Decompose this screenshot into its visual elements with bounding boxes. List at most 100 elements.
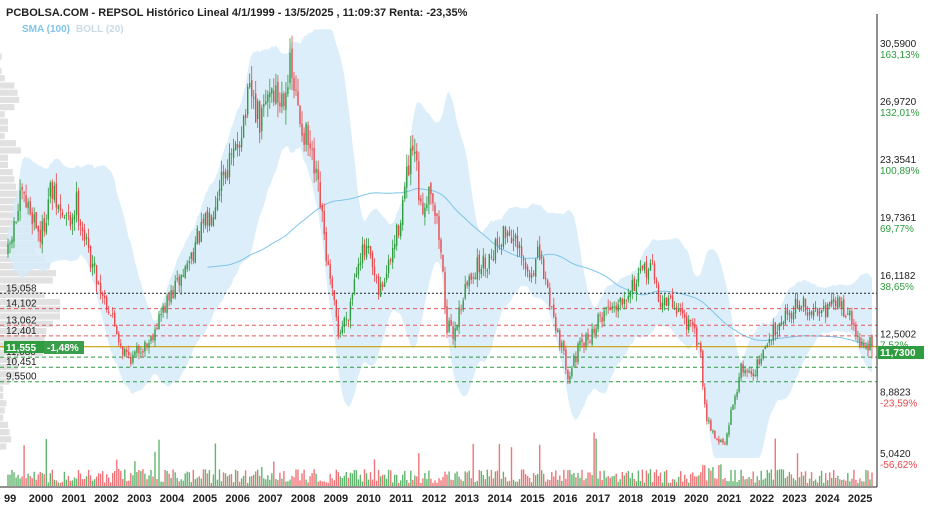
volume-bar — [563, 469, 565, 486]
volume-bar — [13, 472, 15, 486]
volume-bar — [162, 481, 164, 486]
volume-bar — [510, 447, 513, 486]
volume-bar — [287, 481, 289, 486]
volume-bar — [269, 479, 271, 486]
candle-body — [553, 304, 555, 317]
volume-bar — [297, 469, 299, 486]
legend-sma[interactable]: SMA (100) — [22, 24, 70, 35]
volume-bar — [196, 477, 198, 486]
volume-bar — [61, 481, 64, 486]
last-price-tag-bg — [878, 346, 924, 359]
candle-body — [400, 222, 402, 237]
candlesticks — [7, 35, 873, 446]
candle-body — [222, 171, 225, 176]
volume-bar — [633, 479, 635, 486]
volume-bar — [402, 474, 404, 486]
candle-body — [242, 116, 245, 138]
candle-body — [804, 298, 807, 312]
candle-body — [37, 226, 39, 232]
candle-body — [73, 215, 76, 220]
candle-body — [247, 86, 249, 115]
volume-bar — [710, 470, 712, 486]
candle-body — [786, 309, 789, 315]
candle-body — [849, 310, 851, 316]
volume-bar — [267, 475, 269, 486]
volume-bar — [345, 472, 347, 486]
volume-bar — [299, 480, 301, 486]
last-price-tag: 11,7300 — [878, 346, 924, 359]
candle-body — [154, 329, 156, 341]
volume-bar — [637, 470, 640, 486]
volume-bar — [720, 464, 722, 486]
candle-body — [390, 259, 392, 261]
candle-body — [698, 343, 700, 345]
volume-bar — [132, 475, 134, 486]
candle-body — [790, 312, 793, 319]
candle-body — [551, 306, 553, 308]
candle-body — [464, 284, 466, 299]
candle-body — [498, 245, 501, 247]
volume-bar — [784, 478, 787, 486]
candle-body — [59, 204, 62, 211]
candle-body — [102, 293, 104, 297]
candle-body — [51, 182, 53, 199]
candle-body — [158, 314, 160, 330]
volume-bar — [847, 473, 849, 486]
volume-bar — [144, 473, 146, 486]
candle-body — [774, 322, 776, 336]
volume-bar — [363, 469, 366, 486]
candle-body — [279, 102, 281, 107]
volume-bar — [249, 476, 251, 486]
volume-bar — [480, 470, 482, 486]
volume-bar — [331, 478, 333, 486]
bollinger-band — [8, 29, 872, 458]
candle-body — [47, 199, 49, 220]
x-tick-label: 2001 — [62, 493, 86, 505]
candle-body — [869, 337, 871, 350]
candle-body — [454, 328, 456, 341]
volume-bar — [613, 475, 615, 486]
volume-bar — [148, 475, 150, 486]
candle-body — [226, 170, 229, 179]
volume-bar — [381, 474, 384, 486]
volume-bar — [19, 478, 21, 486]
candle-body — [500, 245, 503, 247]
volume-bar — [788, 471, 791, 486]
candle-body — [172, 289, 174, 299]
volume-bar — [327, 482, 329, 486]
volume-bar — [25, 478, 27, 486]
candle-body — [714, 430, 716, 439]
x-tick-label: 2005 — [193, 493, 217, 505]
volume-bar — [448, 471, 450, 486]
volume-bar — [657, 476, 660, 486]
volume-bar — [541, 470, 543, 486]
volume-bar — [782, 469, 785, 486]
candle-body — [184, 266, 186, 278]
candle-body — [418, 161, 420, 201]
candle-body — [555, 317, 557, 331]
volume-bar — [726, 480, 728, 486]
candle-body — [180, 275, 182, 287]
volume-bar — [629, 478, 631, 486]
volume-bar — [355, 470, 358, 486]
candle-body — [426, 204, 428, 208]
legend-boll[interactable]: BOLL (20) — [76, 24, 124, 35]
candle-body — [99, 283, 102, 294]
volume-bar — [754, 482, 756, 486]
candle-body — [535, 258, 537, 277]
candle-body — [422, 202, 424, 214]
candle-body — [591, 328, 593, 345]
candle-body — [565, 349, 567, 370]
candle-body — [863, 343, 865, 348]
candle-body — [839, 297, 841, 307]
candle-body — [802, 297, 805, 307]
volume-bar — [440, 480, 442, 486]
volume-bar — [63, 471, 66, 486]
candle-body — [490, 256, 493, 258]
candle-body — [315, 168, 317, 173]
volume-bar — [291, 476, 293, 486]
candle-body — [261, 107, 263, 132]
reference-tag: 11,555 -1,48% — [4, 341, 84, 354]
candle-body — [53, 186, 55, 200]
candle-body — [782, 322, 785, 324]
